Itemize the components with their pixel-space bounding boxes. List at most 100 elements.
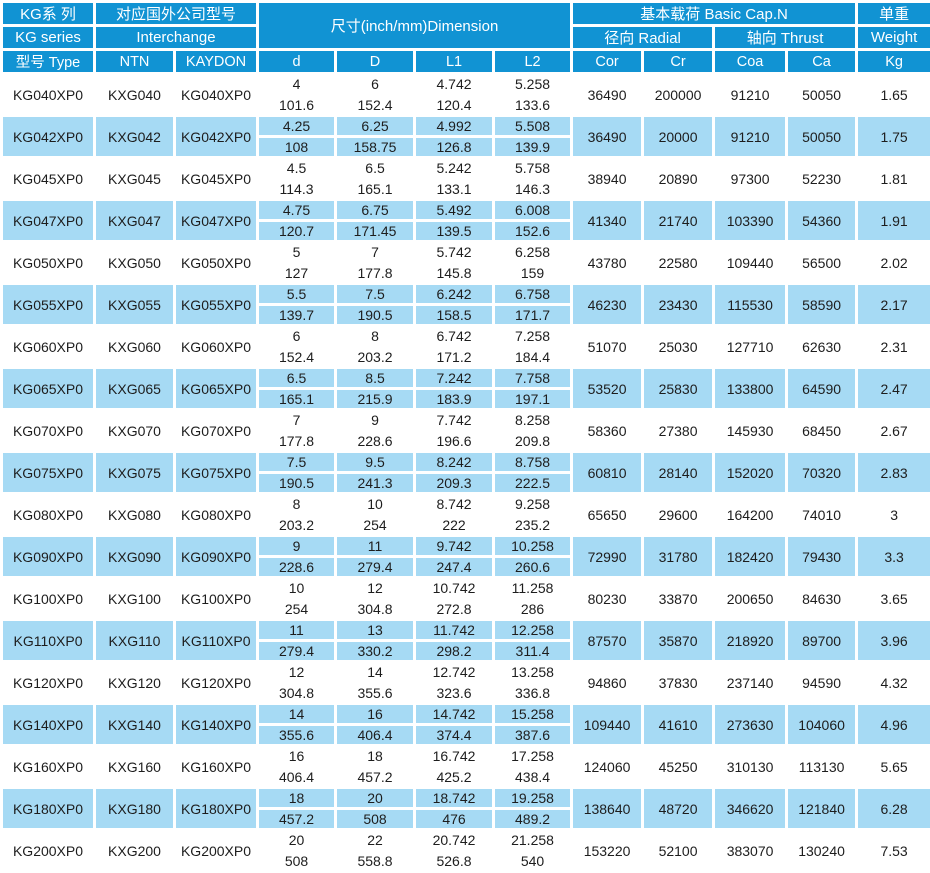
cell-cr: 52100 xyxy=(643,830,714,872)
cell-d-mm: 254 xyxy=(258,599,336,620)
cell-kg: 2.47 xyxy=(857,368,930,410)
cell-cor: 124060 xyxy=(572,746,643,788)
cell-d-inch: 14 xyxy=(258,704,336,725)
cell-d-mm: 304.8 xyxy=(258,683,336,704)
cell-L1-mm: 222 xyxy=(415,515,494,536)
cell-L1-mm: 298.2 xyxy=(415,641,494,662)
header-col-L1: L1 xyxy=(415,50,494,74)
cell-L2-mm: 197.1 xyxy=(494,389,572,410)
cell-coa: 152020 xyxy=(714,452,787,494)
cell-coa: 164200 xyxy=(714,494,787,536)
cell-ca: 64590 xyxy=(787,368,857,410)
cell-cor: 94860 xyxy=(572,662,643,704)
cell-L1-mm: 158.5 xyxy=(415,305,494,326)
cell-L2-mm: 540 xyxy=(494,851,572,872)
cell-d-mm: 101.6 xyxy=(258,95,336,116)
cell-L2-mm: 489.2 xyxy=(494,809,572,830)
cell-L2-mm: 146.3 xyxy=(494,179,572,200)
cell-coa: 237140 xyxy=(714,662,787,704)
cell-d-inch: 9 xyxy=(258,536,336,557)
cell-ca: 79430 xyxy=(787,536,857,578)
cell-cr: 25830 xyxy=(643,368,714,410)
cell-cor: 80230 xyxy=(572,578,643,620)
cell-kg: 2.83 xyxy=(857,452,930,494)
cell-d-inch: 4.75 xyxy=(258,200,336,221)
cell-ntn: KXG050 xyxy=(95,242,175,284)
cell-L2-inch: 7.258 xyxy=(494,326,572,347)
cell-type: KG070XP0 xyxy=(2,410,95,452)
header-type: 型号 Type xyxy=(2,50,95,74)
cell-coa: 383070 xyxy=(714,830,787,872)
header-kaydon: KAYDON xyxy=(175,50,258,74)
cell-coa: 109440 xyxy=(714,242,787,284)
cell-d-inch: 5 xyxy=(258,242,336,263)
cell-ca: 54360 xyxy=(787,200,857,242)
cell-ntn: KXG140 xyxy=(95,704,175,746)
cell-d-mm: 406.4 xyxy=(258,767,336,788)
cell-coa: 97300 xyxy=(714,158,787,200)
cell-type: KG200XP0 xyxy=(2,830,95,872)
cell-L1-mm: 374.4 xyxy=(415,725,494,746)
cell-ntn: KXG200 xyxy=(95,830,175,872)
cell-d-inch: 4.25 xyxy=(258,116,336,137)
cell-cr: 22580 xyxy=(643,242,714,284)
cell-D-inch: 18 xyxy=(336,746,415,767)
cell-D-inch: 6.5 xyxy=(336,158,415,179)
cell-L1-mm: 209.3 xyxy=(415,473,494,494)
cell-D-inch: 10 xyxy=(336,494,415,515)
header-col-d: d xyxy=(258,50,336,74)
cell-kaydon: KG140XP0 xyxy=(175,704,258,746)
cell-type: KG047XP0 xyxy=(2,200,95,242)
cell-type: KG042XP0 xyxy=(2,116,95,158)
cell-ntn: KXG065 xyxy=(95,368,175,410)
cell-L1-mm: 196.6 xyxy=(415,431,494,452)
cell-L2-mm: 222.5 xyxy=(494,473,572,494)
cell-type: KG060XP0 xyxy=(2,326,95,368)
cell-D-inch: 6.25 xyxy=(336,116,415,137)
cell-L2-inch: 15.258 xyxy=(494,704,572,725)
cell-ca: 62630 xyxy=(787,326,857,368)
cell-cor: 41340 xyxy=(572,200,643,242)
cell-ntn: KXG090 xyxy=(95,536,175,578)
cell-coa: 182420 xyxy=(714,536,787,578)
cell-type: KG045XP0 xyxy=(2,158,95,200)
cell-ca: 89700 xyxy=(787,620,857,662)
cell-ca: 50050 xyxy=(787,116,857,158)
cell-type: KG050XP0 xyxy=(2,242,95,284)
cell-L1-inch: 8.742 xyxy=(415,494,494,515)
cell-cr: 200000 xyxy=(643,74,714,116)
cell-cor: 36490 xyxy=(572,116,643,158)
cell-cr: 48720 xyxy=(643,788,714,830)
header-col-L2: L2 xyxy=(494,50,572,74)
header-col-cor: Cor xyxy=(572,50,643,74)
cell-L2-inch: 5.508 xyxy=(494,116,572,137)
cell-kaydon: KG060XP0 xyxy=(175,326,258,368)
cell-ntn: KXG040 xyxy=(95,74,175,116)
cell-kg: 1.81 xyxy=(857,158,930,200)
cell-L2-mm: 133.6 xyxy=(494,95,572,116)
cell-L2-mm: 387.6 xyxy=(494,725,572,746)
cell-L1-mm: 133.1 xyxy=(415,179,494,200)
cell-D-inch: 9 xyxy=(336,410,415,431)
cell-type: KG110XP0 xyxy=(2,620,95,662)
cell-L2-inch: 17.258 xyxy=(494,746,572,767)
cell-kg: 2.02 xyxy=(857,242,930,284)
cell-ntn: KXG047 xyxy=(95,200,175,242)
cell-L1-mm: 139.5 xyxy=(415,221,494,242)
cell-kaydon: KG065XP0 xyxy=(175,368,258,410)
cell-d-inch: 4 xyxy=(258,74,336,95)
cell-coa: 273630 xyxy=(714,704,787,746)
cell-coa: 91210 xyxy=(714,116,787,158)
cell-L2-mm: 311.4 xyxy=(494,641,572,662)
cell-d-mm: 508 xyxy=(258,851,336,872)
cell-d-inch: 20 xyxy=(258,830,336,851)
